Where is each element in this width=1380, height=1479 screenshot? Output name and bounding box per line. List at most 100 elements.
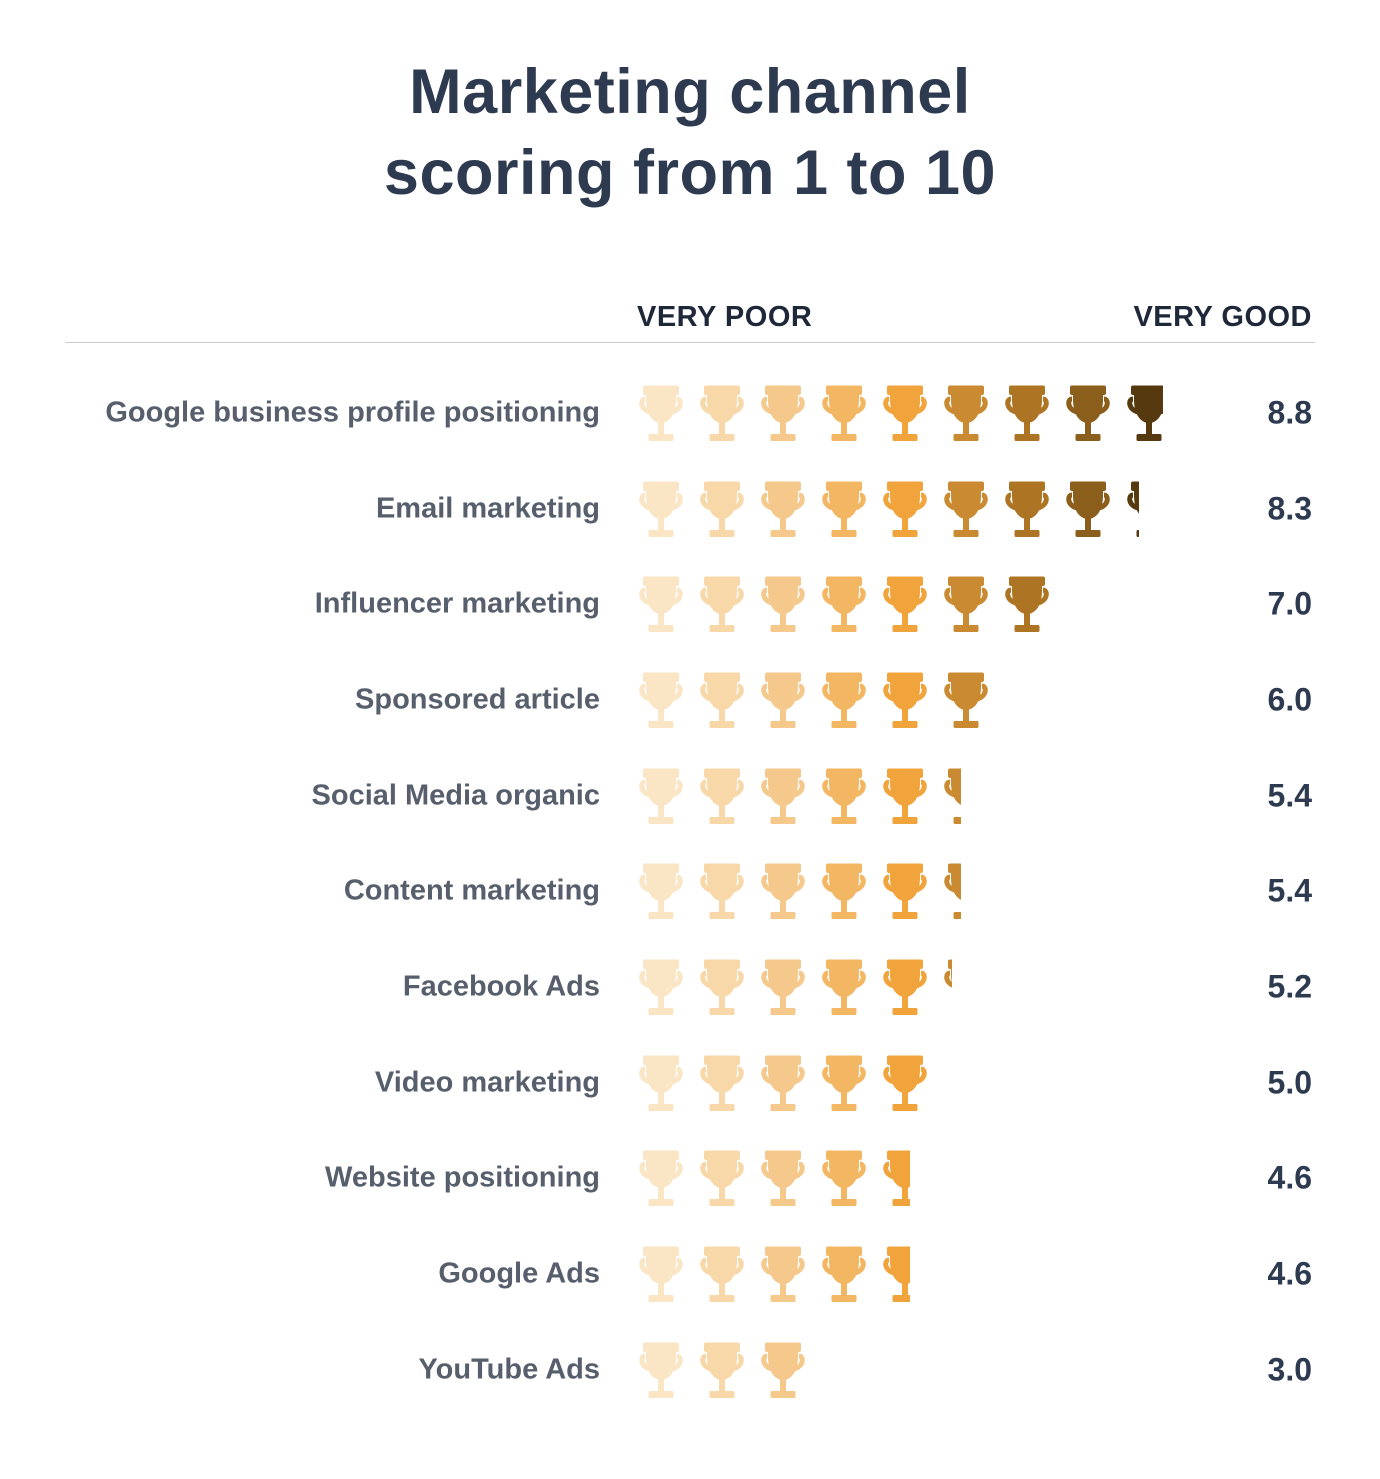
trophy-icon: [759, 671, 807, 728]
trophy-icon: [698, 384, 746, 441]
row-label: Facebook Ads: [402, 970, 600, 1003]
trophy-strip: [637, 958, 952, 1015]
trophy-icon: [637, 480, 685, 537]
trophy-icon: [637, 576, 685, 633]
trophy-icon: [820, 1150, 868, 1207]
row-label: Sponsored article: [355, 683, 600, 716]
row-score: 5.4: [1267, 777, 1312, 814]
trophy-icon: [698, 1150, 746, 1207]
row-score: 4.6: [1267, 1255, 1312, 1292]
trophy-icon: [759, 863, 807, 920]
trophy-icon: [942, 671, 990, 728]
trophy-icon: [820, 576, 868, 633]
trophy-icon: [759, 1054, 807, 1111]
partial-trophy-icon: [1125, 384, 1164, 441]
partial-trophy-icon: [942, 863, 962, 920]
trophy-icon: [698, 863, 746, 920]
row-label: YouTube Ads: [418, 1353, 600, 1386]
trophy-icon: [637, 384, 685, 441]
partial-trophy-icon: [881, 1246, 910, 1303]
trophy-icon: [698, 1341, 746, 1398]
trophy-icon: [881, 1054, 929, 1111]
trophy-icon: [1064, 480, 1112, 537]
row-score: 6.0: [1267, 681, 1312, 718]
chart-row: YouTube Ads 3.0: [0, 1322, 1380, 1418]
trophy-strip: [637, 1054, 929, 1111]
trophy-icon: [942, 480, 990, 537]
row-score: 5.4: [1267, 872, 1312, 909]
trophy-icon: [820, 767, 868, 824]
row-score: 4.6: [1267, 1159, 1312, 1196]
trophy-icon: [698, 1054, 746, 1111]
trophy-strip: [637, 767, 962, 824]
chart-row: Website positioning 4.6: [0, 1131, 1380, 1227]
trophy-strip: [637, 576, 1051, 633]
trophy-strip: [637, 1341, 807, 1398]
trophy-strip: [637, 1150, 910, 1207]
scale-label-very-poor: VERY POOR: [637, 301, 813, 333]
trophy-icon: [698, 958, 746, 1015]
trophy-strip: [637, 1246, 910, 1303]
trophy-strip: [637, 671, 990, 728]
page-title: Marketing channel scoring from 1 to 10: [0, 52, 1380, 214]
trophy-strip: [637, 480, 1140, 537]
row-label: Influencer marketing: [314, 587, 600, 620]
trophy-icon: [881, 384, 929, 441]
partial-trophy-icon: [942, 958, 952, 1015]
trophy-icon: [698, 480, 746, 537]
trophy-icon: [1003, 576, 1051, 633]
chart-row: Google Ads 4.6: [0, 1226, 1380, 1322]
trophy-icon: [1064, 384, 1112, 441]
row-label: Website positioning: [325, 1161, 600, 1194]
page-title-line-2: scoring from 1 to 10: [383, 138, 997, 208]
scale-label-very-good: VERY GOOD: [1133, 301, 1312, 333]
trophy-icon: [1003, 384, 1051, 441]
partial-trophy-icon: [1125, 480, 1140, 537]
trophy-icon: [637, 1341, 685, 1398]
row-score: 8.8: [1267, 394, 1312, 431]
row-score: 3.0: [1267, 1351, 1312, 1388]
chart-row: Facebook Ads 5.2: [0, 939, 1380, 1035]
row-label: Email marketing: [375, 492, 600, 525]
trophy-icon: [637, 863, 685, 920]
trophy-icon: [759, 1246, 807, 1303]
trophy-icon: [820, 863, 868, 920]
trophy-icon: [820, 480, 868, 537]
chart-row: Video marketing 5.0: [0, 1035, 1380, 1131]
row-score: 8.3: [1267, 490, 1312, 527]
rating-rows: Google business profile positioning 8.8 Em…: [0, 365, 1380, 1418]
trophy-strip: [637, 863, 962, 920]
trophy-icon: [698, 576, 746, 633]
trophy-icon: [698, 1246, 746, 1303]
row-score: 7.0: [1267, 585, 1312, 622]
trophy-icon: [759, 958, 807, 1015]
trophy-icon: [759, 576, 807, 633]
chart-row: Email marketing 8.3: [0, 461, 1380, 557]
trophy-icon: [637, 1150, 685, 1207]
row-label: Social Media organic: [311, 779, 600, 812]
trophy-icon: [881, 480, 929, 537]
partial-trophy-icon: [881, 1150, 910, 1207]
trophy-icon: [637, 767, 685, 824]
trophy-icon: [698, 767, 746, 824]
row-score: 5.2: [1267, 968, 1312, 1005]
chart-row: Google business profile positioning 8.8: [0, 365, 1380, 461]
trophy-icon: [759, 384, 807, 441]
row-score: 5.0: [1267, 1064, 1312, 1101]
trophy-icon: [637, 1054, 685, 1111]
trophy-icon: [820, 671, 868, 728]
row-label: Video marketing: [374, 1066, 600, 1099]
row-label: Google Ads: [438, 1257, 600, 1290]
trophy-icon: [759, 1341, 807, 1398]
trophy-icon: [1003, 480, 1051, 537]
trophy-strip: [637, 384, 1164, 441]
trophy-icon: [759, 1150, 807, 1207]
row-label: Google business profile positioning: [105, 396, 600, 429]
trophy-icon: [942, 384, 990, 441]
trophy-icon: [637, 671, 685, 728]
partial-trophy-icon: [942, 767, 962, 824]
trophy-icon: [820, 1246, 868, 1303]
trophy-icon: [637, 958, 685, 1015]
trophy-icon: [942, 576, 990, 633]
trophy-icon: [881, 863, 929, 920]
